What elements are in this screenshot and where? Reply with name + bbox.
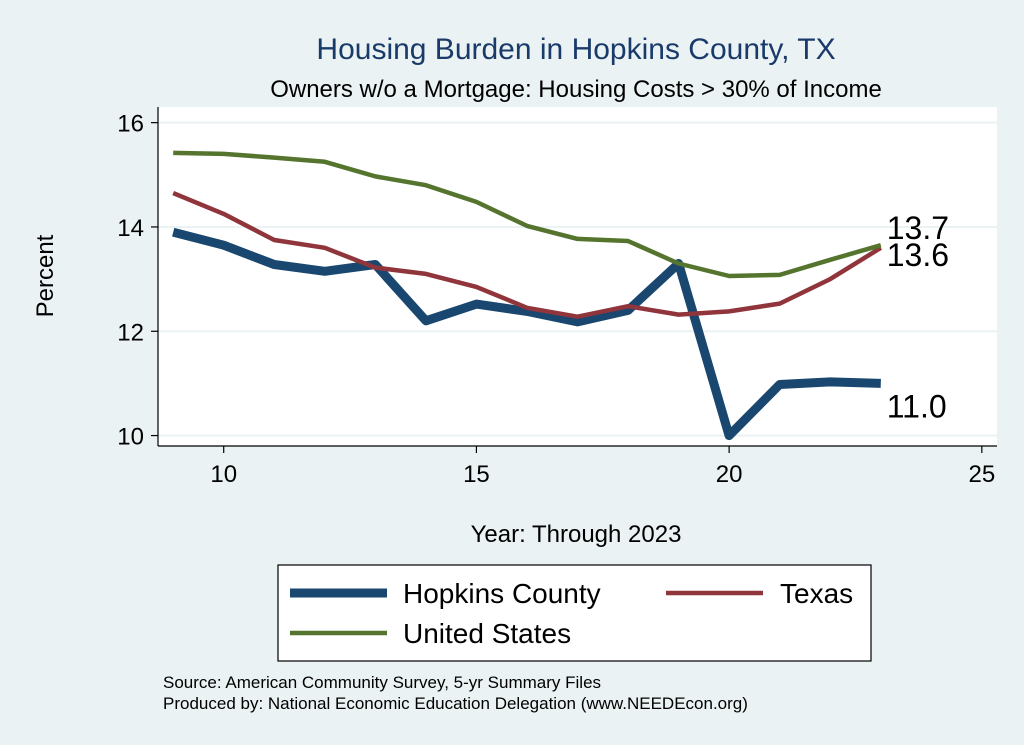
legend-box	[277, 564, 872, 662]
series-line-united-states	[173, 150, 882, 279]
series-lines	[172, 150, 882, 441]
source-note: Source: American Community Survey, 5-yr …	[163, 673, 601, 692]
x-axis-label: Year: Through 2023	[471, 521, 682, 548]
y-tick-label-12: 12	[117, 319, 144, 346]
x-axis-ticks: 10 15 20 25	[210, 446, 995, 488]
x-tick-label-25: 25	[968, 461, 995, 488]
y-tick-label-16: 16	[117, 111, 144, 138]
end-labels: 11.0 13.613.7	[887, 210, 949, 424]
grid-lines	[158, 121, 997, 437]
chart-subtitle: Owners w/o a Mortgage: Housing Costs > 3…	[270, 76, 882, 103]
chart-title: Housing Burden in Hopkins County, TX	[316, 33, 835, 66]
y-tick-label-14: 14	[117, 215, 144, 242]
legend-label-hopkins-county: Hopkins County	[403, 578, 601, 609]
end-label-hopkins-county: 11.0	[887, 388, 947, 424]
y-axis-label: Percent	[32, 234, 59, 317]
produced-by-note: Produced by: National Economic Education…	[163, 694, 748, 713]
x-tick-label-15: 15	[463, 461, 490, 488]
end-label-texas: 13.6	[887, 237, 949, 273]
end-label-united-states: 13.7	[887, 210, 949, 246]
legend-label-united-states: United States	[403, 618, 571, 649]
axes	[157, 107, 997, 447]
y-axis-ticks: 10 12 14 16	[117, 111, 158, 451]
legend-label-texas: Texas	[780, 578, 853, 609]
x-tick-label-10: 10	[210, 461, 237, 488]
legend: Hopkins County Texas United States	[277, 564, 872, 662]
x-tick-label-20: 20	[716, 461, 743, 488]
plot-area	[158, 107, 997, 446]
series-line-texas	[172, 191, 882, 319]
series-line-hopkins-county	[172, 227, 881, 441]
y-tick-label-10: 10	[117, 424, 144, 451]
